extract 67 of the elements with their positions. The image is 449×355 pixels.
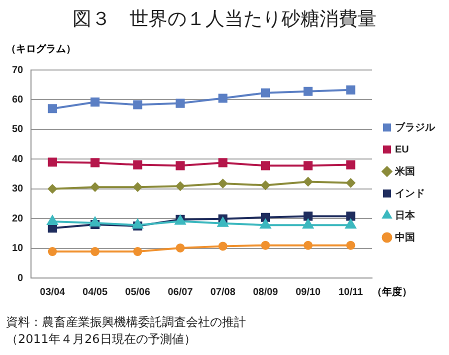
y-tick-label: 20	[12, 213, 24, 224]
point	[346, 178, 356, 188]
point	[304, 161, 313, 170]
point	[90, 182, 100, 192]
point	[176, 161, 185, 170]
point	[90, 247, 100, 256]
x-tick-label: 08/09	[252, 286, 278, 298]
point	[218, 217, 228, 227]
point	[304, 177, 313, 186]
point	[218, 158, 228, 168]
y-tick-label: 50	[12, 124, 24, 136]
point	[345, 219, 356, 229]
y-tick-label: 30	[12, 184, 24, 195]
y-tick-label: 70	[12, 64, 24, 76]
point	[133, 160, 142, 170]
x-tick-label: 06/07	[168, 286, 194, 298]
point	[47, 216, 58, 226]
point	[260, 240, 270, 250]
point	[133, 100, 142, 110]
y-axis-title: （キログラム）	[6, 43, 76, 56]
x-tick-label: 10/11	[338, 286, 364, 298]
point	[48, 158, 57, 167]
legend-label: EU	[395, 144, 409, 156]
point	[48, 184, 57, 194]
point	[346, 160, 356, 170]
point	[218, 242, 228, 251]
point	[48, 247, 57, 256]
point	[90, 98, 100, 107]
point	[260, 161, 270, 170]
y-tick-label: 10	[12, 243, 24, 254]
text: 資料：農畜産業振興機構委託調査会社の推計	[6, 314, 246, 331]
point	[176, 243, 185, 252]
point	[346, 240, 356, 250]
legend-label: 米国	[394, 165, 415, 178]
x-tick-label: 03/04	[40, 286, 66, 298]
point	[176, 98, 185, 108]
text: （2011年４月26日現在の予測値）	[6, 331, 197, 348]
x-tick-label: 04/05	[82, 286, 108, 298]
legend-label: 中国	[395, 231, 415, 244]
legend-label: 日本	[395, 209, 416, 222]
point	[218, 179, 228, 188]
y-tick-label: 60	[12, 94, 24, 106]
chart-title: 図３ 世界の１人当たり砂糖消費量	[72, 7, 378, 32]
point	[48, 104, 57, 114]
x-tick-label: 09/10	[296, 286, 322, 298]
point	[176, 182, 185, 191]
point	[260, 219, 271, 229]
point	[260, 180, 270, 190]
x-axis-title: （年度）	[372, 285, 412, 299]
point	[218, 94, 228, 103]
point	[90, 158, 100, 168]
y-tick-label: 40	[12, 154, 24, 165]
x-tick-label: 05/06	[125, 286, 151, 298]
point	[346, 212, 356, 221]
legend-label: インド	[395, 188, 425, 200]
y-tick-label: 0	[18, 272, 24, 284]
legend-label: ブラジル	[395, 121, 436, 134]
point	[302, 219, 314, 229]
point	[133, 182, 142, 192]
point	[304, 86, 313, 96]
point	[304, 240, 313, 250]
x-tick-label: 07/08	[210, 286, 236, 298]
point	[346, 85, 356, 94]
point	[304, 212, 313, 221]
point	[133, 247, 142, 256]
point	[260, 88, 270, 98]
point	[90, 217, 100, 227]
